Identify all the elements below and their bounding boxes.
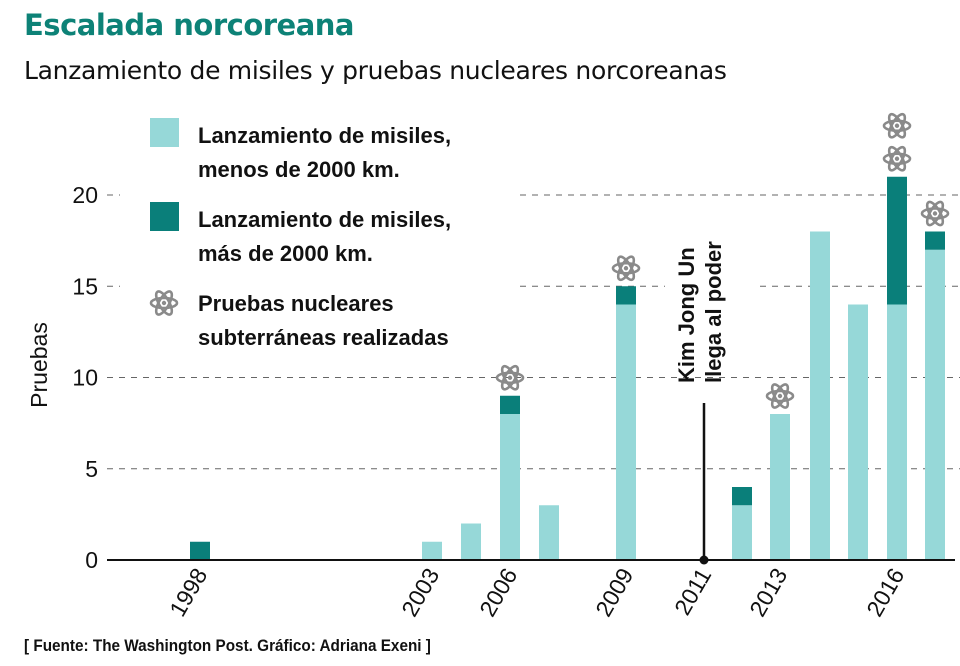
legend-label: menos de 2000 km. — [198, 157, 400, 182]
atom-orbit — [616, 255, 636, 282]
bar-short_range-2013 — [770, 414, 790, 560]
chart-title: Escalada norcoreana — [24, 8, 355, 42]
bar-short_range-2015 — [848, 304, 868, 560]
y-axis-title: Pruebas — [26, 322, 52, 408]
legend-label: Lanzamiento de misiles, — [198, 123, 451, 148]
chart-subtitle: Lanzamiento de misiles y pruebas nuclear… — [24, 56, 727, 85]
atom-nucleus — [777, 393, 783, 399]
y-tick-label: 5 — [85, 456, 98, 482]
x-axis-ticks: 1998 2003 2006 2009 2011 2013 2016 — [164, 564, 909, 621]
atom-orbit — [154, 290, 174, 316]
atom-orbit — [770, 383, 790, 409]
atom-nucleus — [894, 123, 900, 128]
x-tick-label-2003: 2003 — [396, 564, 444, 621]
legend-label: subterráneas realizadas — [198, 325, 449, 350]
bar-short_range-2012 — [732, 505, 752, 560]
atom-orbit — [887, 145, 907, 172]
atom-nucleus — [507, 375, 513, 380]
bar-short_range-2007 — [539, 505, 559, 560]
legend-swatch-long_range — [150, 202, 179, 231]
atom-orbit — [925, 200, 945, 227]
atom-orbit — [495, 371, 525, 385]
nuclear-test-icon — [882, 145, 912, 172]
annotation-kim-jong-un: Kim Jong Un llega al poder — [674, 241, 726, 565]
atom-orbit — [616, 255, 636, 282]
atom-orbit — [149, 296, 179, 310]
nuclear-test-icon — [765, 383, 795, 409]
y-tick-label: 15 — [72, 273, 98, 299]
legend-item-nuclear: Pruebas nucleares subterráneas realizadas — [149, 290, 449, 350]
annotation-text-line: Kim Jong Un — [674, 247, 699, 383]
nuclear-test-icon — [611, 255, 641, 282]
atom-nucleus — [623, 266, 629, 271]
y-tick-label: 10 — [72, 365, 98, 391]
atom-orbit — [887, 112, 907, 139]
bar-short_range-2005 — [461, 523, 481, 560]
atom-orbit — [765, 389, 795, 403]
bar-long_range-2006 — [500, 395, 520, 414]
legend-label: más de 2000 km. — [198, 241, 373, 266]
nuclear-icons — [495, 112, 950, 409]
atom-orbit — [611, 261, 641, 275]
y-tick-label: 20 — [72, 182, 98, 208]
atom-orbit — [154, 290, 174, 316]
source-credit: [ Fuente: The Washington Post. Gráfico: … — [24, 636, 431, 655]
annotation-dot — [699, 555, 709, 565]
bar-long_range-2009 — [616, 286, 636, 305]
atom-nucleus — [932, 211, 938, 216]
atom-nucleus — [161, 300, 167, 306]
atom-orbit — [925, 200, 945, 227]
atom-orbit — [882, 152, 912, 166]
annotation-text-line: llega al poder — [701, 241, 726, 383]
x-tick-label-2013: 2013 — [744, 564, 792, 621]
bar-short_range-2009 — [616, 304, 636, 560]
bar-short_range-2003 — [422, 541, 442, 560]
bar-short_range-2017 — [925, 249, 945, 560]
bar-short_range-2016 — [887, 304, 907, 560]
y-tick-label: 0 — [85, 547, 98, 573]
legend-item-short_range: Lanzamiento de misiles, menos de 2000 km. — [150, 118, 451, 182]
bar-long_range-2016 — [887, 176, 907, 305]
atom-orbit — [500, 364, 520, 391]
bar-long_range-1998 — [190, 541, 210, 560]
atom-orbit — [500, 364, 520, 391]
x-tick-label-1998: 1998 — [164, 564, 212, 621]
bar-short_range-2014 — [810, 231, 830, 560]
nuclear-test-icon — [495, 364, 525, 391]
nuclear-test-icon — [882, 112, 912, 139]
y-axis-ticks: 0 5 10 15 20 — [72, 182, 98, 573]
atom-nucleus — [894, 156, 900, 161]
atom-orbit — [882, 119, 912, 133]
legend-label: Pruebas nucleares — [198, 291, 394, 316]
bar-long_range-2012 — [732, 487, 752, 506]
atom-orbit — [770, 383, 790, 409]
x-tick-label-2011: 2011 — [669, 564, 716, 620]
atom-orbit — [887, 112, 907, 139]
atom-orbit — [920, 207, 950, 220]
x-tick-label-2009: 2009 — [590, 564, 638, 621]
bar-short_range-2006 — [500, 414, 520, 560]
nuclear-test-icon — [149, 290, 179, 316]
x-tick-label-2006: 2006 — [474, 564, 522, 621]
x-tick-label-2016: 2016 — [861, 564, 909, 621]
bar-long_range-2017 — [925, 231, 945, 250]
atom-orbit — [887, 145, 907, 172]
legend-item-long_range: Lanzamiento de misiles, más de 2000 km. — [150, 202, 451, 266]
legend: Lanzamiento de misiles, menos de 2000 km.… — [149, 118, 451, 350]
nuclear-test-icon — [920, 200, 950, 227]
bars — [190, 176, 945, 560]
legend-label: Lanzamiento de misiles, — [198, 207, 451, 232]
legend-swatch-short_range — [150, 118, 179, 147]
